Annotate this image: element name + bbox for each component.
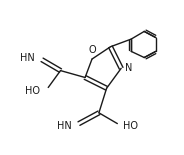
Text: HN: HN <box>56 121 71 131</box>
Text: HO: HO <box>25 86 40 95</box>
Text: HO: HO <box>123 121 139 131</box>
Text: O: O <box>88 45 96 55</box>
Text: N: N <box>125 63 132 73</box>
Text: HN: HN <box>20 53 35 62</box>
